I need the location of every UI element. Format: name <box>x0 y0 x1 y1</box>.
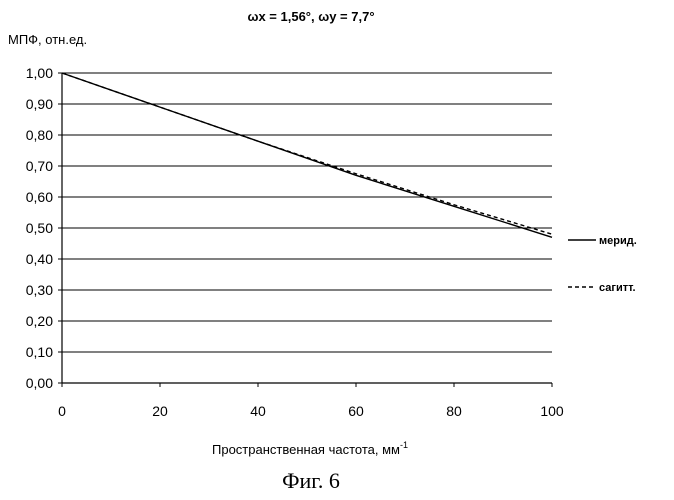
x-tick-label-1: 20 <box>152 403 168 419</box>
gridlines <box>62 73 552 352</box>
x-tick-labels: 0 20 40 60 80 100 <box>58 403 564 419</box>
axes <box>58 73 552 387</box>
y-tick-label-9: 0,90 <box>26 96 53 112</box>
x-axis-label-text: Пространственная частота, мм <box>212 442 400 457</box>
y-tick-label-6: 0,60 <box>26 189 53 205</box>
y-tick-label-7: 0,70 <box>26 158 53 174</box>
x-axis-label-superscript: -1 <box>400 440 408 450</box>
figure-caption: Фиг. 6 <box>282 468 340 493</box>
series-line-0 <box>62 73 552 237</box>
y-tick-label-8: 0,80 <box>26 127 53 143</box>
y-tick-label-0: 0,00 <box>26 375 53 391</box>
y-tick-labels: 0,00 0,10 0,20 0,30 0,40 0,50 0,60 0,70 0,80 0,90… <box>26 65 53 391</box>
x-tick-label-0: 0 <box>58 403 66 419</box>
legend: мерид. сагитт. <box>568 235 637 294</box>
chart-title: ωx = 1,56°, ωy = 7,7° <box>247 9 374 24</box>
y-tick-label-2: 0,20 <box>26 313 53 329</box>
series-line-1 <box>62 73 552 234</box>
y-tick-label-5: 0,50 <box>26 220 53 236</box>
x-tick-label-3: 60 <box>348 403 364 419</box>
x-tick-label-4: 80 <box>446 403 462 419</box>
y-tick-label-4: 0,40 <box>26 251 53 267</box>
y-tick-label-1: 0,10 <box>26 344 53 360</box>
y-tick-label-3: 0,30 <box>26 282 53 298</box>
x-tick-label-5: 100 <box>540 403 564 419</box>
series-lines <box>62 73 552 237</box>
legend-label-1: сагитт. <box>599 282 636 294</box>
y-tick-label-10: 1,00 <box>26 65 53 81</box>
x-axis-label: Пространственная частота, мм-1 <box>212 440 408 457</box>
legend-label-0: мерид. <box>599 235 637 247</box>
y-axis-label: МПФ, отн.ед. <box>8 32 87 47</box>
x-tick-label-2: 40 <box>250 403 266 419</box>
